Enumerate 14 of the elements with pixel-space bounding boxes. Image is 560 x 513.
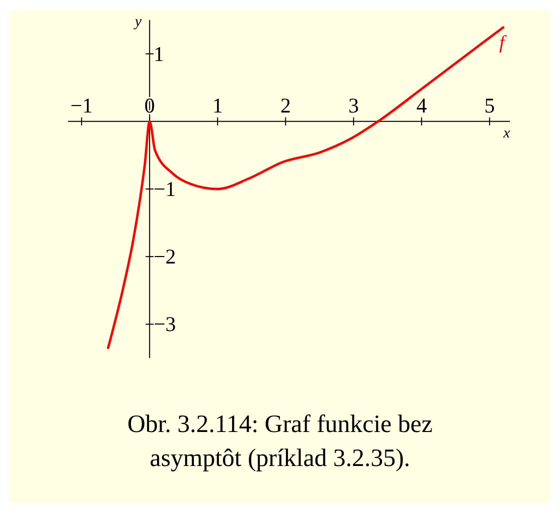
y-axis-title: y <box>132 14 142 30</box>
text: Obr. 3.2.114: Graf funkcie bez asymptôt (príklad 3.2.35). <box>127 411 433 472</box>
x-axis-title: x <box>502 125 510 142</box>
series-label: f <box>499 32 508 54</box>
y-tick-label: −3 <box>154 312 176 336</box>
y-tick-label: −1 <box>154 177 176 201</box>
y-tick-label: −2 <box>154 244 176 269</box>
x-tick-label: −1 <box>70 93 93 118</box>
x-tick-label: 5 <box>484 93 495 118</box>
y-tick-label: 1 <box>154 42 164 66</box>
x-tick-label: 1 <box>212 93 223 118</box>
x-tick-label: 4 <box>416 93 428 118</box>
x-tick-label: 3 <box>348 93 359 118</box>
x-tick-label: 2 <box>280 93 291 118</box>
